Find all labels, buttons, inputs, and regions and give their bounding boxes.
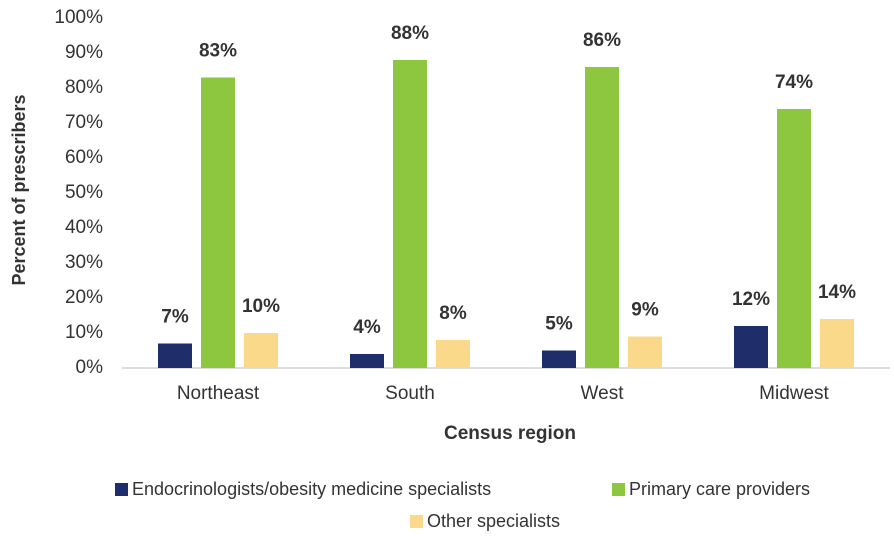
x-tick-label: West — [581, 383, 625, 404]
y-axis-title: Percent of prescribers — [9, 94, 29, 285]
bar — [350, 354, 384, 368]
legend-label: Other specialists — [427, 511, 560, 531]
value-label: 8% — [439, 303, 467, 324]
bar — [393, 60, 427, 368]
bar — [628, 336, 662, 368]
value-label: 5% — [545, 314, 573, 335]
y-tick-label: 50% — [65, 182, 103, 203]
bar — [201, 77, 235, 368]
legend-swatch — [115, 483, 128, 496]
value-label: 88% — [391, 23, 429, 44]
y-tick-label: 100% — [54, 7, 103, 28]
value-label: 86% — [583, 30, 621, 51]
value-label: 74% — [775, 72, 813, 93]
bar — [734, 326, 768, 368]
value-label: 14% — [818, 282, 856, 303]
y-tick-label: 80% — [65, 77, 103, 98]
value-label: 4% — [353, 317, 381, 338]
legend-swatch — [612, 483, 625, 496]
x-tick-label: Midwest — [759, 383, 829, 404]
y-tick-label: 0% — [76, 357, 104, 378]
value-label: 9% — [631, 300, 659, 321]
y-tick-label: 40% — [65, 217, 103, 238]
y-tick-label: 30% — [65, 252, 103, 273]
value-label: 10% — [242, 296, 280, 317]
x-tick-label: South — [385, 383, 435, 404]
y-tick-label: 10% — [65, 322, 103, 343]
bar — [820, 319, 854, 368]
y-tick-label: 70% — [65, 112, 103, 133]
x-tick-label: Northeast — [177, 383, 260, 404]
legend-swatch — [410, 515, 423, 528]
value-label: 7% — [161, 307, 189, 328]
bar — [436, 340, 470, 368]
value-label: 83% — [199, 41, 237, 62]
legend-label: Primary care providers — [629, 479, 810, 499]
y-tick-label: 60% — [65, 147, 103, 168]
value-label: 12% — [732, 289, 770, 310]
bar — [585, 67, 619, 368]
legend-label: Endocrinologists/obesity medicine specia… — [132, 479, 491, 499]
bar — [542, 350, 576, 368]
y-tick-label: 90% — [65, 42, 103, 63]
y-tick-label: 20% — [65, 287, 103, 308]
bar — [158, 343, 192, 368]
x-axis-title: Census region — [444, 423, 576, 444]
bar — [777, 109, 811, 368]
bar — [244, 333, 278, 368]
